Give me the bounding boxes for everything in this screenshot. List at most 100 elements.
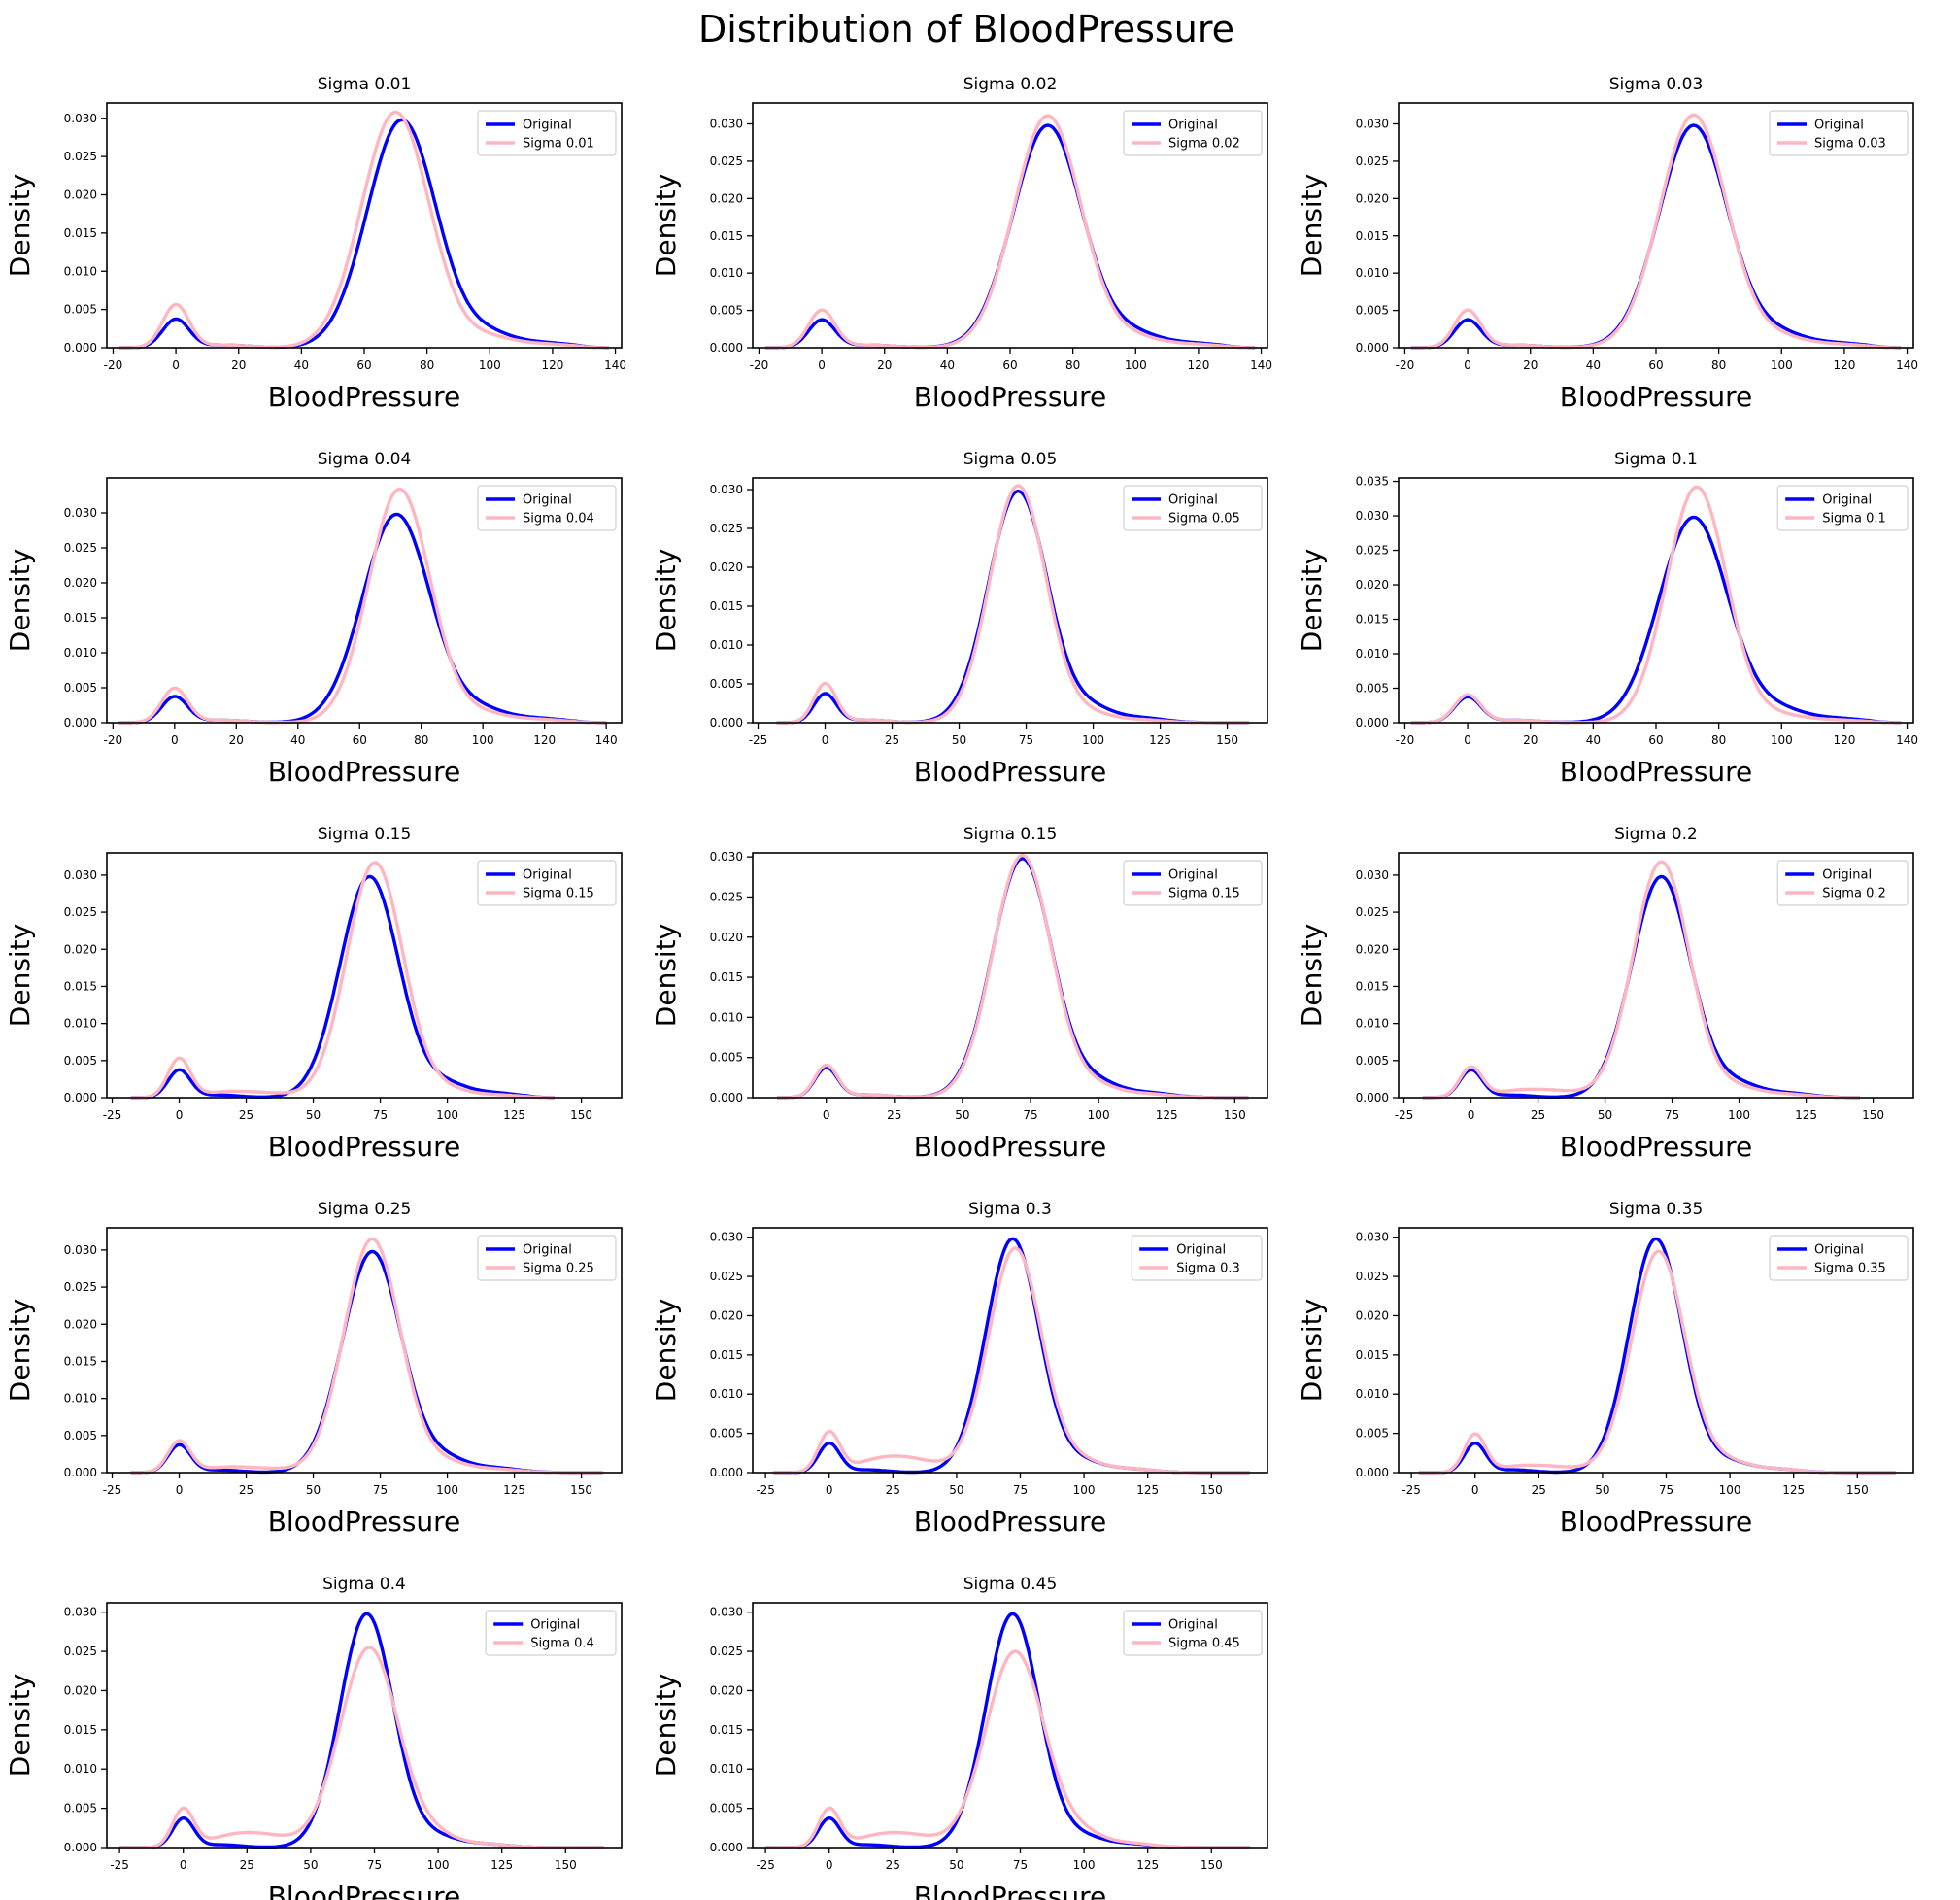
y-axis-label: Density: [1296, 174, 1328, 277]
x-tick-label: 75: [367, 1858, 382, 1872]
x-tick-label: 0: [818, 358, 826, 372]
x-tick-label: 125: [503, 1108, 525, 1122]
y-axis-label: Density: [650, 1299, 682, 1402]
x-tick-label: 125: [1156, 1108, 1178, 1122]
density-line-sigma: [1410, 113, 1902, 350]
axes-frame: [752, 1602, 1268, 1849]
x-tick-label: 150: [1224, 1108, 1246, 1122]
x-tick-label: 75: [1013, 1483, 1028, 1497]
density-line-sigma: [765, 1649, 1250, 1849]
x-tick-label: 100: [1088, 1108, 1110, 1122]
x-tick-label: -20: [104, 358, 123, 372]
x-tick-label: 120: [1187, 358, 1209, 372]
legend-label: Original: [530, 1618, 580, 1633]
y-tick-label: 0.005: [64, 1429, 97, 1442]
legend-label: Sigma 0.01: [523, 137, 594, 152]
x-tick-label: 75: [1023, 1108, 1037, 1122]
x-tick-label: 0: [1471, 1483, 1479, 1497]
y-tick-label: 0.010: [710, 638, 743, 652]
x-tick-label: 40: [940, 358, 955, 372]
x-axis-label: BloodPressure: [268, 1131, 461, 1163]
x-axis-label: BloodPressure: [268, 756, 461, 788]
y-tick-label: 0.030: [710, 850, 743, 864]
density-line-sigma: [130, 1237, 603, 1475]
legend-label: Original: [1814, 1243, 1864, 1258]
y-tick-label: 0.005: [1356, 1054, 1389, 1068]
legend-label: Sigma 0.02: [1168, 137, 1240, 152]
y-tick-label: 0.030: [1356, 868, 1389, 882]
legend-label: Original: [1814, 119, 1864, 133]
legend-label: Sigma 0.15: [523, 887, 594, 901]
subplot-title: Sigma 0.2: [1614, 825, 1698, 844]
x-tick-label: 25: [239, 1108, 253, 1122]
x-tick-label: 50: [306, 1483, 321, 1497]
density-line-sigma: [1410, 485, 1902, 725]
density-line-sigma: [118, 487, 607, 725]
x-tick-label: 60: [1648, 733, 1663, 747]
x-tick-label: 50: [306, 1108, 321, 1122]
x-axis-label: BloodPressure: [1560, 756, 1753, 788]
subplot-title: Sigma 0.3: [968, 1200, 1052, 1219]
x-tick-label: 120: [1833, 358, 1855, 372]
y-tick-label: 0.015: [710, 229, 743, 243]
x-tick-label: 50: [949, 1483, 963, 1497]
x-tick-label: -25: [103, 1108, 122, 1122]
y-tick-label: 0.000: [64, 716, 97, 729]
x-tick-label: 20: [877, 358, 892, 372]
x-tick-label: 75: [1013, 1858, 1028, 1872]
x-tick-label: 0: [176, 1108, 184, 1122]
y-tick-label: 0.025: [1356, 544, 1389, 558]
y-tick-label: 0.030: [710, 1231, 743, 1244]
y-tick-label: 0.010: [64, 264, 97, 278]
legend-label: Original: [1176, 1243, 1226, 1258]
legend-label: Original: [1168, 119, 1218, 133]
legend-label: Original: [523, 868, 572, 883]
y-axis-label: Density: [4, 924, 36, 1027]
x-tick-label: 100: [1073, 1858, 1096, 1872]
y-tick-label: 0.020: [64, 188, 97, 202]
axes-frame: [1398, 1227, 1914, 1474]
legend: Original Sigma 0.4: [485, 1610, 617, 1656]
x-tick-label: 20: [229, 733, 244, 747]
x-tick-label: -25: [756, 1483, 775, 1497]
y-tick-label: 0.025: [64, 150, 97, 163]
y-tick-label: 0.020: [64, 942, 97, 956]
y-tick-label: 0.010: [710, 1010, 743, 1024]
x-tick-label: 100: [436, 1108, 458, 1122]
legend: Original Sigma 0.45: [1123, 1610, 1263, 1656]
y-tick-label: 0.020: [710, 191, 743, 205]
x-tick-label: 0: [171, 733, 179, 747]
x-tick-label: 75: [373, 1108, 388, 1122]
subplot-10: Sigma 0.25 -25 0 25 50 75 100 125 150 0.000 0.005 0…: [4, 1200, 623, 1538]
x-tick-label: 125: [1149, 733, 1171, 747]
density-line-sigma: [1419, 1249, 1896, 1475]
y-tick-label: 0.005: [710, 1427, 743, 1441]
x-tick-label: 60: [353, 733, 367, 747]
x-tick-label: 20: [231, 358, 246, 372]
y-tick-label: 0.020: [710, 560, 743, 574]
y-tick-label: 0.015: [1356, 979, 1389, 993]
legend: Original Sigma 0.15: [477, 860, 617, 906]
x-axis-label: BloodPressure: [914, 1131, 1107, 1163]
x-tick-label: 100: [1771, 733, 1793, 747]
legend-label: Original: [523, 493, 572, 508]
y-tick-label: 0.005: [64, 1054, 97, 1068]
axes-frame: [106, 1602, 623, 1849]
x-tick-label: 0: [180, 1858, 187, 1872]
y-tick-label: 0.015: [710, 599, 743, 613]
legend-label: Original: [1822, 493, 1872, 508]
legend-label: Original: [523, 1243, 572, 1258]
figure-title: Distribution of BloodPressure: [698, 8, 1234, 51]
legend-label: Sigma 0.4: [530, 1637, 594, 1651]
y-tick-label: 0.020: [64, 1683, 97, 1697]
legend: Original Sigma 0.05: [1123, 485, 1263, 531]
y-axis-label: Density: [1296, 549, 1328, 652]
x-tick-label: 25: [887, 1108, 901, 1122]
subplot-title: Sigma 0.05: [963, 450, 1058, 469]
x-tick-label: 100: [427, 1858, 450, 1872]
density-line-sigma: [1422, 860, 1860, 1100]
y-tick-label: 0.015: [64, 1354, 97, 1368]
x-tick-label: 25: [239, 1483, 253, 1497]
subplot-4: Sigma 0.04 -20 0 20 40 60 80 100 120 140 0.000 0.00…: [4, 450, 623, 788]
y-tick-label: 0.035: [1356, 475, 1389, 489]
